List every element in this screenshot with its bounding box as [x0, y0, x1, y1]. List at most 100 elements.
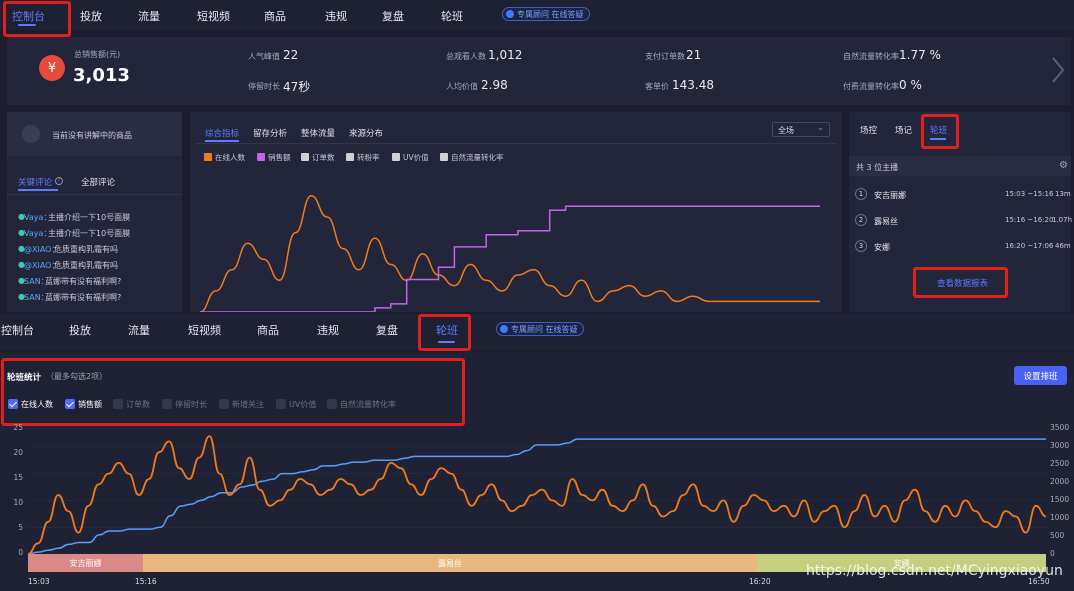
tab-overall-traffic[interactable]: 整体流量 [301, 129, 336, 139]
checkbox-natural-label[interactable]: 自然流量转化率 [340, 400, 396, 409]
checkbox-sales[interactable] [65, 399, 75, 409]
stat-label-orders: 支付订单数 [645, 52, 685, 61]
y-left-tick: 15 [13, 473, 23, 482]
checkbox-uv[interactable] [276, 399, 286, 409]
checkbox-sales-label[interactable]: 销售额 [78, 400, 102, 409]
nav-top-ads[interactable]: 投放 [80, 10, 102, 23]
series-line-sales [200, 205, 820, 312]
gear-icon[interactable]: ⚙ [1059, 160, 1068, 171]
legend-fan-rate[interactable]: 转粉率 [357, 153, 380, 162]
nav-top-review[interactable]: 复盘 [382, 10, 404, 23]
tab-field-notes[interactable]: 场记 [895, 126, 913, 136]
stat-value-paid-rate: 0 % [899, 78, 922, 92]
tab-source[interactable]: 来源分布 [349, 129, 384, 139]
y-left-tick: 0 [18, 548, 23, 557]
nav-bottom-ads[interactable]: 投放 [69, 324, 91, 337]
nav-bottom-traffic[interactable]: 流量 [128, 324, 150, 337]
nav-top-short-video[interactable]: 短视频 [197, 10, 230, 23]
legend-online-swatch[interactable] [204, 153, 212, 161]
nav-top-shift[interactable]: 轮班 [441, 10, 463, 23]
y-right-tick: 1000 [1050, 513, 1070, 522]
series-line-online [28, 435, 1046, 554]
checkbox-online[interactable] [8, 399, 18, 409]
checkbox-orders-label[interactable]: 订单数 [126, 400, 150, 409]
legend-uv-swatch[interactable] [392, 153, 400, 161]
y-right-tick: 500 [1050, 531, 1065, 540]
series-line-online [200, 195, 820, 312]
stat-label-unit-price: 客单价 [645, 82, 669, 91]
tab-field-control[interactable]: 场控 [860, 126, 878, 136]
checkbox-stay[interactable] [162, 399, 172, 409]
scope-select[interactable]: 全场 ⌄ [772, 122, 830, 137]
legend-sales[interactable]: 销售额 [268, 153, 291, 162]
nav-bottom-shift[interactable]: 轮班 [436, 324, 458, 337]
nav-top-console[interactable]: 控制台 [12, 10, 45, 23]
advisor-badge-top[interactable]: 专属顾问 在线答疑 [502, 7, 590, 21]
info-icon: ? [55, 177, 63, 185]
stat-label-per-capita: 人均价值 [446, 82, 478, 91]
host-number: 2 [855, 214, 867, 226]
shift-stats-hint: （最多勾选2项） [46, 372, 108, 381]
advisor-badge-label: 专属顾问 在线答疑 [511, 324, 578, 334]
host-count: 共 3 位主播 [856, 163, 899, 172]
chevron-down-icon: ⌄ [817, 123, 824, 132]
stat-label-natural-rate: 自然流量转化率 [843, 52, 899, 61]
checkbox-orders[interactable] [113, 399, 123, 409]
legend-natural-swatch[interactable] [440, 153, 448, 161]
checkbox-stay-label[interactable]: 停留时长 [175, 400, 207, 409]
nav-top-active-underline [18, 24, 36, 26]
chevron-right-icon[interactable] [1050, 56, 1066, 84]
tab-key-comments[interactable]: 关键评论 [18, 178, 53, 188]
stat-value-peak: 22 [283, 48, 299, 62]
nav-bottom-review[interactable]: 复盘 [376, 324, 398, 337]
advisor-icon [500, 325, 508, 333]
stat-label-paid-rate: 付费流量转化率 [843, 82, 899, 91]
legend-fan-rate-swatch[interactable] [346, 153, 354, 161]
total-sales-label: 总销售额(元) [74, 50, 121, 59]
stats-panel [7, 37, 1071, 105]
tab-shift-side[interactable]: 轮班 [930, 126, 948, 136]
advisor-badge-bottom[interactable]: 专属顾问 在线答疑 [496, 322, 584, 336]
host-time: 15:03 ~15:16 [1005, 190, 1054, 198]
y-right-tick: 1500 [1050, 495, 1070, 504]
view-report-link[interactable]: 查看数据报表 [937, 279, 989, 289]
no-product-text: 当前没有讲解中的商品 [52, 131, 132, 140]
host-name: 露易丝 [874, 217, 898, 226]
x-tick: 16:50 [1028, 577, 1050, 586]
nav-bottom-products[interactable]: 商品 [257, 324, 279, 337]
top-nav: 控制台 投放 流量 短视频 商品 违规 复盘 轮班 专属顾问 在线答疑 [0, 0, 1074, 30]
checkbox-new-follow[interactable] [219, 399, 229, 409]
nav-top-products[interactable]: 商品 [264, 10, 286, 23]
tab-retention[interactable]: 留存分析 [253, 129, 288, 139]
legend-natural[interactable]: 自然流量转化率 [451, 153, 504, 162]
nav-bottom-console[interactable]: 控制台 [1, 324, 34, 337]
checkbox-online-label[interactable]: 在线人数 [21, 400, 53, 409]
tab-all-comments[interactable]: 全部评论 [81, 178, 116, 188]
legend-sales-swatch[interactable] [257, 153, 265, 161]
stat-value-unit-price: 143.48 [672, 78, 714, 92]
stat-value-viewers: 1,012 [488, 48, 523, 62]
metrics-panel [190, 112, 842, 312]
advisor-icon [506, 10, 514, 18]
nav-top-traffic[interactable]: 流量 [138, 10, 160, 23]
checkbox-uv-label[interactable]: UV价值 [289, 400, 317, 409]
side-tab-underline [930, 138, 946, 140]
legend-orders[interactable]: 订单数 [312, 153, 335, 162]
host-name: 安吉丽娜 [874, 191, 906, 200]
legend-online[interactable]: 在线人数 [215, 153, 245, 162]
checkbox-new-follow-label[interactable]: 新增关注 [232, 400, 264, 409]
bottom-nav: 控制台 投放 流量 短视频 商品 违规 复盘 轮班 专属顾问 在线答疑 [0, 314, 1074, 350]
total-sales-value: 3,013 [73, 65, 130, 86]
setup-shift-button[interactable]: 设置排班 [1014, 366, 1067, 385]
segment-host-3: 安娜 [757, 554, 1046, 572]
legend-orders-swatch[interactable] [301, 153, 309, 161]
currency-icon: ¥ [39, 55, 65, 81]
nav-bottom-violations[interactable]: 违规 [317, 324, 339, 337]
nav-bottom-short-video[interactable]: 短视频 [188, 324, 221, 337]
legend-uv[interactable]: UV价值 [403, 153, 429, 162]
y-right-tick: 2000 [1050, 477, 1070, 486]
nav-top-violations[interactable]: 违规 [325, 10, 347, 23]
checkbox-natural[interactable] [327, 399, 337, 409]
y-left-tick: 5 [18, 523, 23, 532]
tab-composite[interactable]: 综合指标 [205, 129, 240, 139]
